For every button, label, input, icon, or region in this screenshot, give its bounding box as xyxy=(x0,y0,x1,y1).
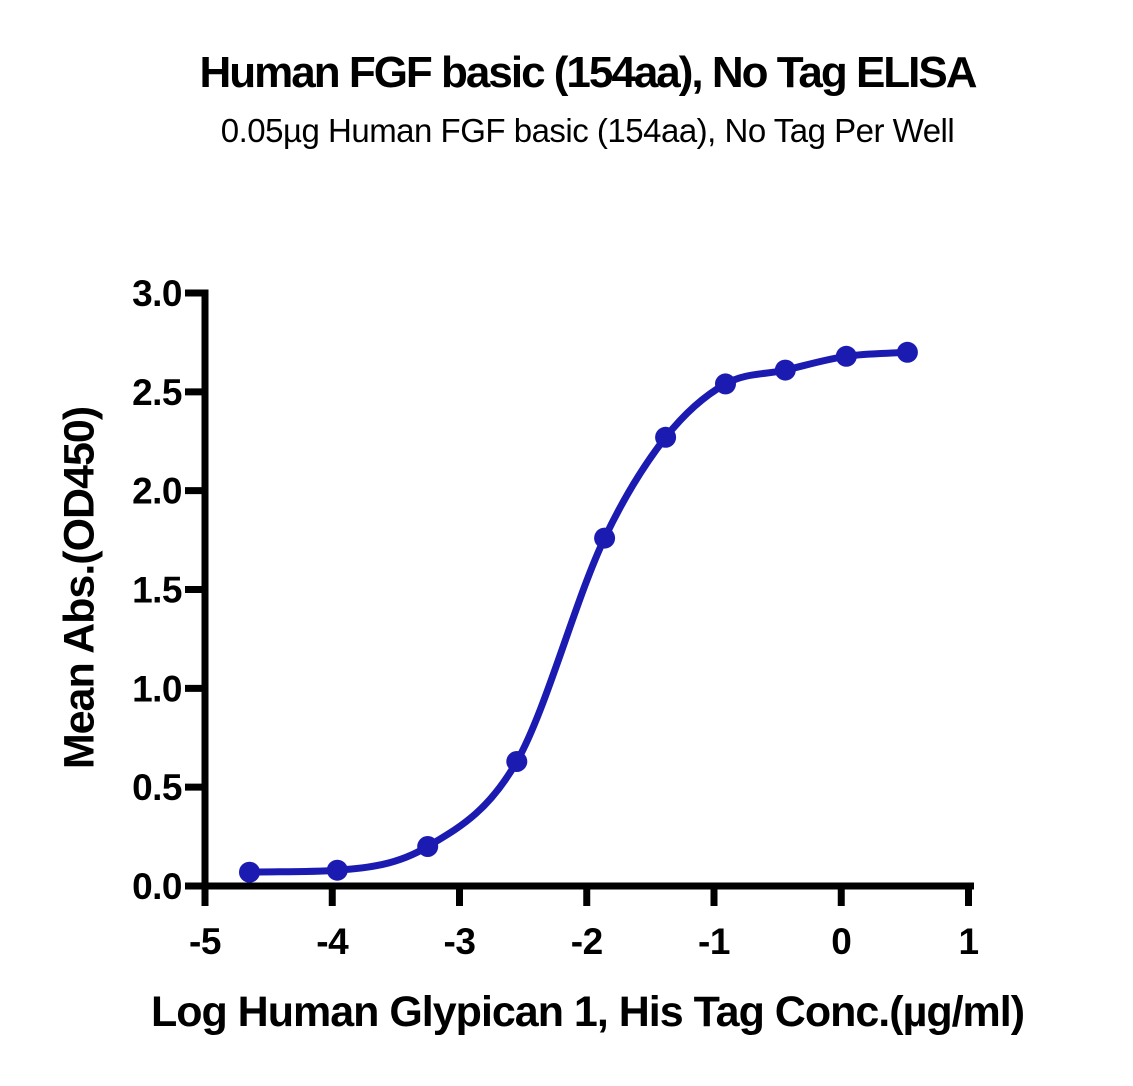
data-point-marker xyxy=(326,859,348,881)
data-point-marker xyxy=(417,836,439,857)
x-tick-label: -4 xyxy=(316,921,349,962)
y-tick-label: 0.5 xyxy=(132,767,182,808)
x-tick-label: -1 xyxy=(698,921,730,962)
chart-subtitle: 0.05µg Human FGF basic (154aa), No Tag P… xyxy=(220,112,955,149)
x-tick-label: -2 xyxy=(571,921,603,962)
y-tick-label: 0.0 xyxy=(132,866,182,907)
dose-response-curve xyxy=(246,348,911,876)
y-tick-label: 2.0 xyxy=(132,471,182,512)
data-point-marker xyxy=(896,341,918,363)
x-tick-label: 0 xyxy=(831,921,851,962)
x-tick-label: -5 xyxy=(189,921,221,962)
data-point-marker xyxy=(655,426,677,448)
data-point-marker xyxy=(774,359,796,381)
chart-title: Human FGF basic (154aa), No Tag ELISA xyxy=(199,48,977,97)
y-tick-label: 1.5 xyxy=(132,570,182,611)
x-axis-title: Log Human Glypican 1, His Tag Conc.(µg/m… xyxy=(150,988,1025,1036)
data-point-marker xyxy=(715,373,736,395)
x-tick-label: -3 xyxy=(444,921,476,962)
data-point-marker xyxy=(239,861,260,883)
data-point-marker xyxy=(835,345,857,367)
y-tick-label: 3.0 xyxy=(132,273,182,314)
data-point-marker xyxy=(506,751,528,772)
x-tick-label: 1 xyxy=(958,921,978,962)
y-tick-label: 2.5 xyxy=(132,372,182,413)
data-point-marker xyxy=(594,527,616,549)
y-tick-label: 1.0 xyxy=(132,668,182,709)
